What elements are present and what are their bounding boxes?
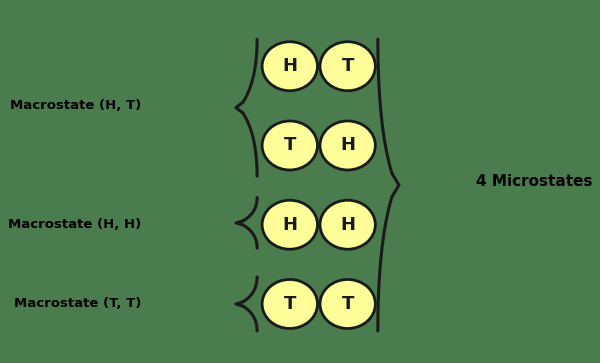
Ellipse shape [320,200,376,249]
Ellipse shape [262,42,317,91]
Ellipse shape [262,200,317,249]
Text: Macrostate (H, H): Macrostate (H, H) [8,218,142,231]
Ellipse shape [320,42,376,91]
Text: H: H [282,216,297,234]
Text: H: H [282,57,297,75]
Text: H: H [340,136,355,155]
Text: Macrostate (H, T): Macrostate (H, T) [10,99,142,113]
Ellipse shape [262,280,317,329]
Text: T: T [284,295,296,313]
Text: T: T [341,57,354,75]
Text: H: H [340,216,355,234]
Text: Macrostate (T, T): Macrostate (T, T) [14,297,142,310]
Ellipse shape [262,121,317,170]
Ellipse shape [320,121,376,170]
Text: 4 Microstates: 4 Microstates [476,174,592,189]
Text: T: T [341,295,354,313]
Text: T: T [284,136,296,155]
Ellipse shape [320,280,376,329]
